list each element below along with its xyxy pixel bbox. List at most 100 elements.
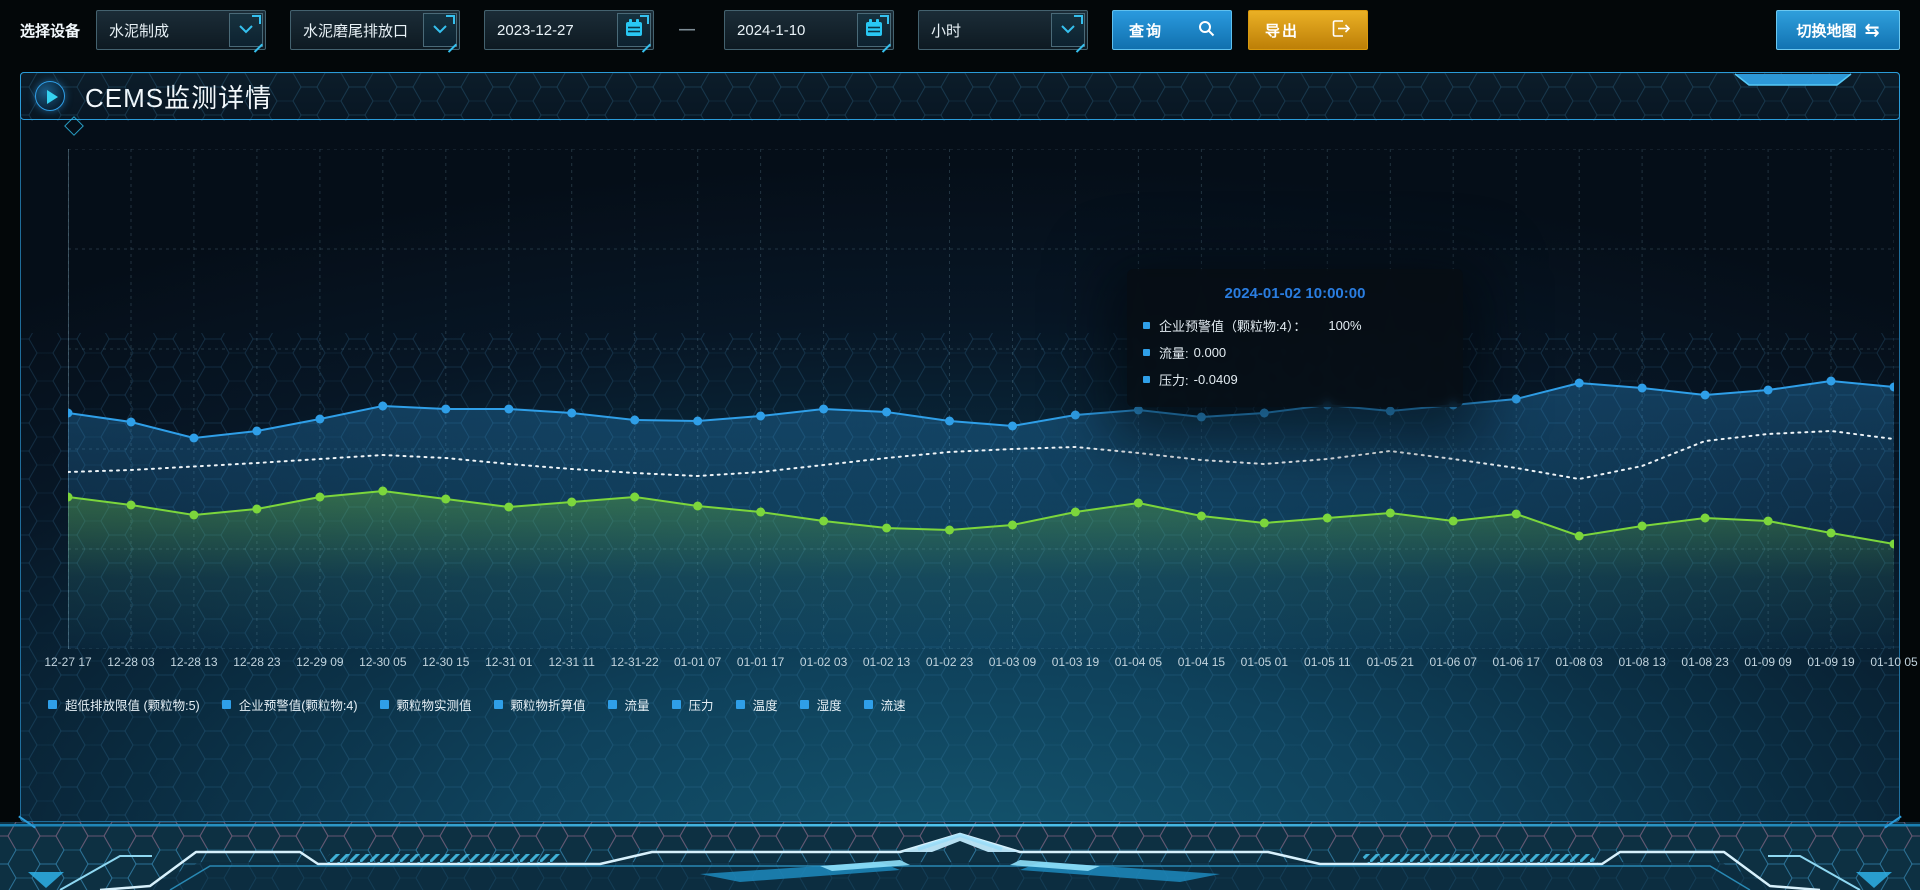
export-icon	[1332, 19, 1351, 41]
cems-detail-panel: CEMS监测详情 12-27 17 12-28 03 12-28 13 12-28 2…	[18, 72, 1918, 829]
switch-map-label: 切换地图	[1796, 22, 1857, 40]
legend-label: 企业预警值(颗粒物:4)	[238, 699, 358, 713]
interval-select-value: 小时	[931, 22, 962, 40]
chevron-down-icon	[239, 21, 253, 39]
x-axis-label: 01-09 19	[1807, 655, 1855, 669]
x-axis-label: 01-01 17	[736, 655, 785, 669]
legend-label: 湿度	[816, 699, 842, 713]
outlet-select[interactable]: 水泥磨尾排放口	[290, 10, 461, 50]
cems-line-chart[interactable]	[63, 148, 1899, 650]
calendar-box[interactable]	[617, 13, 652, 47]
export-button[interactable]: 导出	[1248, 10, 1369, 50]
chart-tooltip: 2024-01-02 10:00:00 企业预警值（颗粒物:4）： 100% 流量:…	[1127, 269, 1463, 407]
legend-label: 压力	[688, 699, 714, 713]
series-marker-icon	[1143, 376, 1150, 383]
x-axis-label: 01-10 05	[1870, 655, 1918, 669]
legend-marker-icon	[607, 700, 617, 709]
tooltip-label: 流量:	[1159, 346, 1189, 361]
legend-label: 流速	[880, 699, 906, 713]
legend-item[interactable]: 湿度	[799, 695, 842, 714]
x-axis-label: 01-02 03	[799, 655, 848, 669]
tooltip-row: 企业预警值（颗粒物:4）： 100%	[1143, 316, 1447, 335]
select-arrow-box[interactable]	[1051, 13, 1086, 47]
x-axis-label: 12-29 09	[296, 655, 344, 669]
panel-title: CEMS监测详情	[85, 82, 273, 113]
legend-label: 颗粒物实测值	[396, 699, 472, 713]
start-date-value: 2023-12-27	[497, 21, 574, 39]
x-axis: 12-27 17 12-28 03 12-28 13 12-28 23 12-29 09…	[44, 655, 1917, 671]
x-axis-label: 12-31-22	[610, 655, 659, 669]
legend-marker-icon	[48, 700, 57, 709]
legend-item[interactable]: 颗粒物折算值	[493, 695, 586, 714]
header-notch-decoration	[1734, 73, 1852, 86]
x-axis-label: 01-06 07	[1429, 655, 1477, 669]
legend-item[interactable]: 超低排放限值 (颗粒物:5)	[48, 695, 200, 714]
x-axis-label: 12-31 01	[485, 655, 533, 669]
legend-label: 颗粒物折算值	[510, 699, 586, 713]
end-date-picker[interactable]: 2024-1-10	[724, 10, 895, 50]
search-icon	[1198, 20, 1215, 41]
chart-legend: 超低排放限值 (颗粒物:5) 企业预警值(颗粒物:4) 颗粒物实测值 颗粒物折算值 流量…	[48, 695, 906, 714]
x-axis-label: 01-04 15	[1177, 655, 1226, 669]
legend-item[interactable]: 流量	[607, 695, 650, 714]
x-axis-label: 12-30 15	[422, 655, 470, 669]
legend-item[interactable]: 企业预警值(颗粒物:4)	[221, 695, 358, 714]
footer-decoration	[0, 822, 1920, 890]
x-axis-label: 01-03 09	[988, 655, 1037, 669]
select-arrow-box[interactable]	[229, 13, 264, 47]
switch-map-button[interactable]: 切换地图 ⇆	[1776, 10, 1900, 50]
legend-marker-icon	[671, 700, 681, 709]
device-type-select-value: 水泥制成	[109, 22, 170, 40]
tooltip-value: 100%	[1328, 318, 1362, 333]
legend-marker-icon	[493, 700, 503, 709]
legend-item[interactable]: 流速	[863, 695, 906, 714]
legend-marker-icon	[735, 700, 745, 709]
x-axis-label: 01-02 23	[925, 655, 974, 669]
device-type-select[interactable]: 水泥制成	[96, 10, 267, 50]
chevron-down-icon	[433, 21, 447, 39]
swap-icon: ⇆	[1864, 20, 1880, 40]
legend-label: 超低排放限值 (颗粒物:5)	[65, 699, 200, 713]
outlet-select-value: 水泥磨尾排放口	[303, 22, 409, 40]
x-axis-label: 01-03 19	[1051, 655, 1100, 669]
x-axis-label: 01-08 23	[1681, 655, 1729, 669]
end-date-value: 2024-1-10	[737, 21, 806, 39]
legend-marker-icon	[863, 700, 873, 709]
x-axis-label: 01-05 01	[1240, 655, 1289, 669]
x-axis-label: 12-31 11	[548, 655, 595, 669]
interval-select[interactable]: 小时	[918, 10, 1089, 50]
calendar-icon	[864, 18, 884, 43]
legend-item[interactable]: 温度	[735, 695, 778, 714]
calendar-box[interactable]	[857, 13, 892, 47]
calendar-icon	[624, 18, 644, 43]
tooltip-row: 压力: -0.0409	[1143, 370, 1447, 389]
x-axis-label: 01-08 13	[1618, 655, 1666, 669]
line-chart-svg[interactable]	[63, 148, 1899, 650]
x-axis-label: 01-05 21	[1366, 655, 1414, 669]
legend-marker-icon	[379, 700, 389, 709]
export-button-label: 导出	[1265, 22, 1300, 40]
x-axis-label: 01-01 07	[673, 655, 722, 669]
legend-item[interactable]: 颗粒物实测值	[379, 695, 472, 714]
query-button[interactable]: 查询	[1112, 10, 1233, 50]
device-select-label: 选择设备	[20, 22, 81, 40]
series-marker-icon	[1143, 349, 1150, 356]
x-axis-label: 12-28 03	[107, 655, 155, 669]
query-button-label: 查询	[1129, 22, 1164, 40]
select-arrow-box[interactable]	[423, 13, 458, 47]
x-axis-label: 01-09 09	[1744, 655, 1792, 669]
x-axis-label: 12-30 05	[359, 655, 407, 669]
date-range-separator: —	[679, 21, 696, 38]
x-axis-label: 01-05 11	[1304, 655, 1351, 669]
tooltip-value: -0.0409	[1193, 372, 1238, 387]
tooltip-label: 企业预警值（颗粒物:4）：	[1159, 319, 1307, 334]
series-marker-icon	[1143, 322, 1150, 329]
legend-marker-icon	[799, 700, 809, 709]
legend-item[interactable]: 压力	[671, 695, 714, 714]
start-date-picker[interactable]: 2023-12-27	[484, 10, 655, 50]
x-axis-label: 01-06 17	[1492, 655, 1540, 669]
legend-label: 流量	[624, 699, 650, 713]
legend-marker-icon	[221, 700, 231, 709]
x-axis-label: 01-02 13	[862, 655, 911, 669]
legend-label: 温度	[752, 699, 778, 713]
